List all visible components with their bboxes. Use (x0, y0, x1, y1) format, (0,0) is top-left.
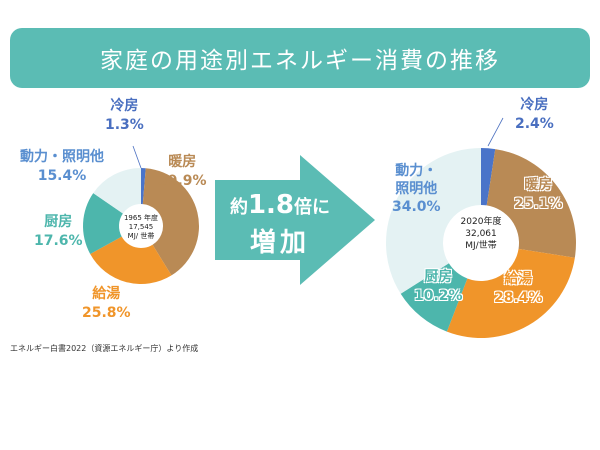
center-label-1965: 1965 年度 17,545 MJ/ 世帯 (123, 214, 159, 240)
label-1965-kitchen: 厨房 17.6% (34, 214, 83, 249)
page-title: 家庭の用途別エネルギー消費の推移 (100, 48, 500, 74)
label-2020-hotwater: 給湯 28.4% (494, 271, 543, 306)
slice-cooling (141, 168, 146, 205)
arrow-text: 約1.8倍に 増加 (225, 190, 335, 259)
label-2020-heating: 暖房 25.1% (514, 177, 563, 212)
slice-hotwater (90, 236, 172, 284)
slice-power (93, 168, 141, 214)
slice-power (386, 148, 481, 294)
increase-arrow (215, 155, 375, 285)
leader-line-2020 (487, 117, 504, 147)
donut-1965 (82, 168, 199, 284)
slice-heating (142, 168, 199, 276)
slice-hotwater (446, 248, 575, 339)
donut-2020 (386, 148, 576, 339)
label-2020-power: 動力・ 照明他 34.0% (392, 163, 441, 215)
center-label-2020: 2020年度 32,061 MJ/世帯 (460, 217, 502, 251)
slice-cooling (481, 148, 496, 206)
label-1965-hotwater: 給湯 25.8% (82, 286, 131, 321)
label-2020-kitchen: 厨房 10.2% (414, 269, 463, 304)
arrow-number: 1.8 (247, 190, 295, 220)
slice-kitchen (400, 263, 468, 332)
label-1965-heating: 暖房 39.9% (158, 154, 207, 189)
slice-kitchen (82, 193, 123, 254)
label-2020-cooling: 冷房 2.4% (515, 97, 554, 132)
arrow-suffix: 倍に (294, 197, 331, 218)
label-1965-power: 動力・照明他 15.4% (20, 149, 104, 184)
leader-line-1965 (132, 145, 142, 169)
title-banner: 家庭の用途別エネルギー消費の推移 (10, 28, 590, 88)
label-1965-cooling: 冷房 1.3% (105, 98, 144, 133)
source-note: エネルギー白書2022（資源エネルギー庁）より作成 (10, 344, 199, 353)
slice-heating (486, 149, 576, 258)
arrow-line2: 増加 (249, 228, 310, 258)
arrow-prefix: 約 (229, 197, 248, 218)
